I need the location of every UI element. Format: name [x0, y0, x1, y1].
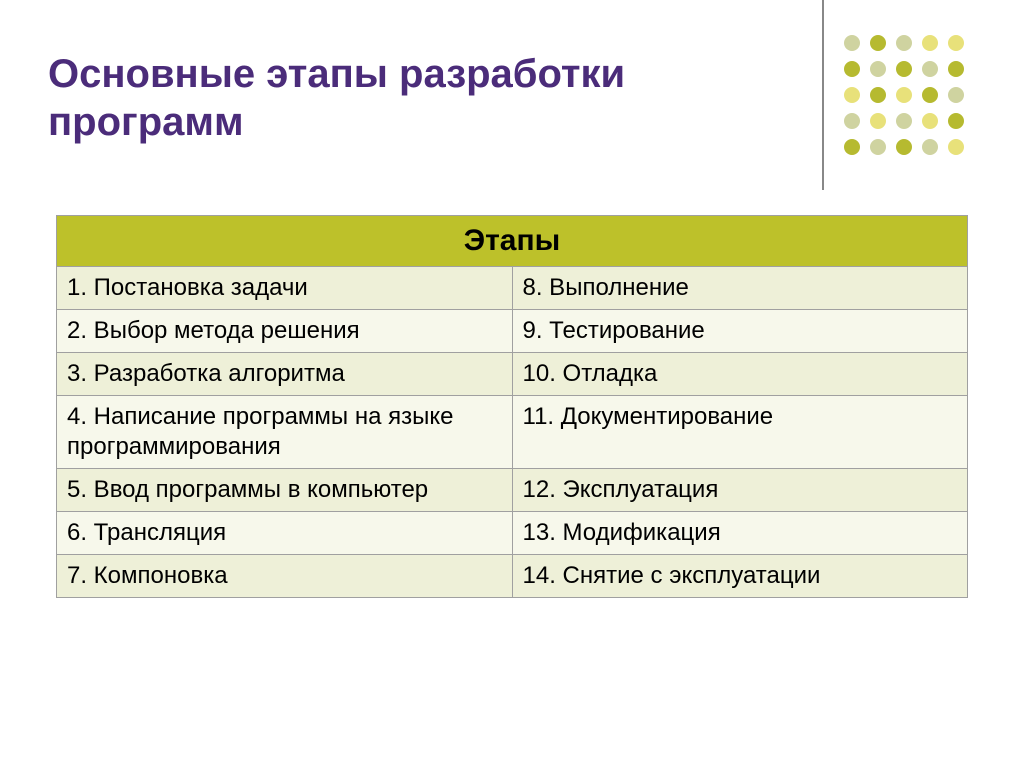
table-row: 5. Ввод программы в компьютер12. Эксплуа…	[57, 469, 968, 512]
stage-cell-left: 1. Постановка задачи	[57, 267, 513, 310]
stage-cell-right: 10. Отладка	[512, 353, 968, 396]
slide: Основные этапы разработки программ Этапы…	[0, 0, 1024, 768]
table-row: 4. Написание программы на языке программ…	[57, 396, 968, 469]
table-row: 1. Постановка задачи8. Выполнение	[57, 267, 968, 310]
stage-cell-right: 12. Эксплуатация	[512, 469, 968, 512]
stage-cell-right: 9. Тестирование	[512, 310, 968, 353]
dot-grid-decoration	[844, 35, 994, 185]
stage-cell-left: 5. Ввод программы в компьютер	[57, 469, 513, 512]
table-row: 7. Компоновка14. Снятие с эксплуатации	[57, 555, 968, 598]
table-row: 6. Трансляция13. Модификация	[57, 512, 968, 555]
stage-cell-left: 7. Компоновка	[57, 555, 513, 598]
stage-cell-right: 8. Выполнение	[512, 267, 968, 310]
table-row: 2. Выбор метода решения9. Тестирование	[57, 310, 968, 353]
stage-cell-left: 4. Написание программы на языке программ…	[57, 396, 513, 469]
stage-cell-right: 11. Документирование	[512, 396, 968, 469]
stage-cell-left: 2. Выбор метода решения	[57, 310, 513, 353]
dot-grid-icon	[844, 35, 994, 185]
stage-cell-left: 6. Трансляция	[57, 512, 513, 555]
table-row: 3. Разработка алгоритма10. Отладка	[57, 353, 968, 396]
stage-cell-left: 3. Разработка алгоритма	[57, 353, 513, 396]
stage-cell-right: 14. Снятие с эксплуатации	[512, 555, 968, 598]
vertical-divider	[822, 0, 824, 190]
page-title: Основные этапы разработки программ	[48, 50, 748, 146]
stage-cell-right: 13. Модификация	[512, 512, 968, 555]
stages-table: Этапы 1. Постановка задачи8. Выполнение2…	[56, 215, 968, 598]
table-header: Этапы	[57, 216, 968, 267]
